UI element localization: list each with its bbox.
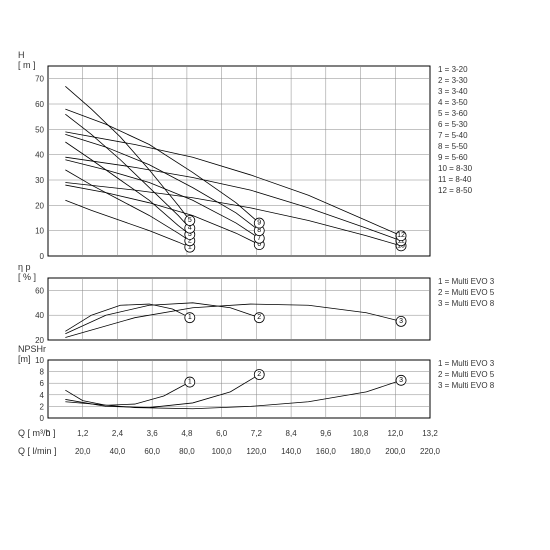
head-chart-curve-12 [65,132,401,236]
x-tick-m3h: 4,8 [181,429,193,438]
head-chart-curve-8 [65,134,259,230]
head-chart-legend-2: 2 = 3-30 [438,76,468,85]
y-axis-unit: [ m ] [18,60,36,70]
y-tick: 8 [40,368,45,377]
pump-curves-figure: 010203040506070H[ m ]1234567891011121 = … [0,0,550,550]
y-tick: 10 [35,227,44,236]
y-tick: 4 [40,391,45,400]
y-axis-label: H [18,50,25,60]
head-chart-legend-5: 5 = 3-60 [438,109,468,118]
y-tick: 20 [35,201,44,210]
svg-text:12: 12 [397,232,405,239]
npshr-chart-curve-1 [65,382,189,405]
x-tick-m3h: 8,4 [286,429,298,438]
npshr-chart-legend-1: 1 = Multi EVO 3 [438,359,495,368]
head-chart-curve-5 [65,86,189,220]
y-tick: 50 [35,125,44,134]
npshr-chart-legend-2: 2 = Multi EVO 5 [438,370,495,379]
head-chart-legend-6: 6 = 5-30 [438,120,468,129]
y-tick: 40 [35,151,44,160]
y-tick: 10 [35,356,44,365]
x-tick-m3h: 3,6 [147,429,159,438]
y-tick: 6 [40,379,45,388]
efficiency-chart-legend-3: 3 = Multi EVO 8 [438,299,495,308]
efficiency-chart-legend-1: 1 = Multi EVO 3 [438,277,495,286]
head-chart-plot-area [48,66,430,256]
y-tick: 0 [40,252,45,261]
head-chart-legend-11: 11 = 8-40 [438,175,472,184]
x-tick-lmin: 200,0 [385,447,406,456]
x-tick-m3h: 13,2 [422,429,438,438]
head-chart-legend-7: 7 = 5-40 [438,131,468,140]
x-tick-m3h: 2,4 [112,429,124,438]
x-tick-lmin: 20,0 [75,447,91,456]
y-tick: 40 [35,311,44,320]
svg-text:2: 2 [257,371,261,378]
svg-text:0: 0 [46,429,51,438]
y-tick: 30 [35,176,44,185]
head-chart-curve-9 [65,109,259,223]
x-tick-m3h: 12,0 [387,429,403,438]
x-tick-lmin: 120,0 [246,447,267,456]
x-tick-lmin: 220,0 [420,447,441,456]
head-chart-curve-4 [65,114,189,228]
x-tick-lmin: 80,0 [179,447,195,456]
y-axis-unit: [ % ] [18,272,36,282]
y-axis-label: η p [18,262,31,272]
npshr-chart-legend-3: 3 = Multi EVO 8 [438,381,495,390]
x-tick-lmin: 100,0 [212,447,233,456]
x-tick-lmin: 160,0 [316,447,337,456]
head-chart-legend-10: 10 = 8-30 [438,164,473,173]
x-tick-lmin: 60,0 [144,447,160,456]
head-chart-legend-1: 1 = 3-20 [438,65,468,74]
svg-text:2: 2 [257,314,261,321]
y-tick: 60 [35,286,44,295]
svg-text:1: 1 [188,314,192,321]
svg-text:5: 5 [188,217,192,224]
x-tick-m3h: 9,6 [320,429,332,438]
head-chart-legend-8: 8 = 5-50 [438,142,468,151]
efficiency-chart-plot-area [48,278,430,340]
svg-text:3: 3 [399,377,403,384]
x-axis-label-bottom: Q [ l/min ] [18,446,57,456]
svg-text:1: 1 [188,379,192,386]
efficiency-chart-curve-1 [65,304,189,331]
x-tick-m3h: 10,8 [353,429,369,438]
x-tick-lmin: 40,0 [110,447,126,456]
x-tick-m3h: 7,2 [251,429,263,438]
svg-text:9: 9 [257,220,261,227]
y-axis-unit: [m] [18,354,31,364]
head-chart-legend-4: 4 = 3-50 [438,98,468,107]
head-chart-legend-9: 9 = 5-60 [438,153,468,162]
x-tick-lmin: 180,0 [351,447,372,456]
head-chart-curve-10 [65,183,401,246]
y-tick: 2 [40,402,45,411]
x-tick-lmin: 140,0 [281,447,302,456]
npshr-chart-plot-area [48,360,430,418]
y-tick: 70 [35,75,44,84]
y-tick: 0 [40,414,45,423]
head-chart-curve-1 [65,200,189,247]
y-tick: 60 [35,100,44,109]
x-tick-m3h: 6,0 [216,429,228,438]
svg-text:3: 3 [399,318,403,325]
head-chart-legend-3: 3 = 3-40 [438,87,468,96]
head-chart-legend-12: 12 = 8-50 [438,186,473,195]
x-tick-m3h: 1,2 [77,429,89,438]
y-axis-label: NPSHr [18,344,46,354]
efficiency-chart-legend-2: 2 = Multi EVO 5 [438,288,495,297]
